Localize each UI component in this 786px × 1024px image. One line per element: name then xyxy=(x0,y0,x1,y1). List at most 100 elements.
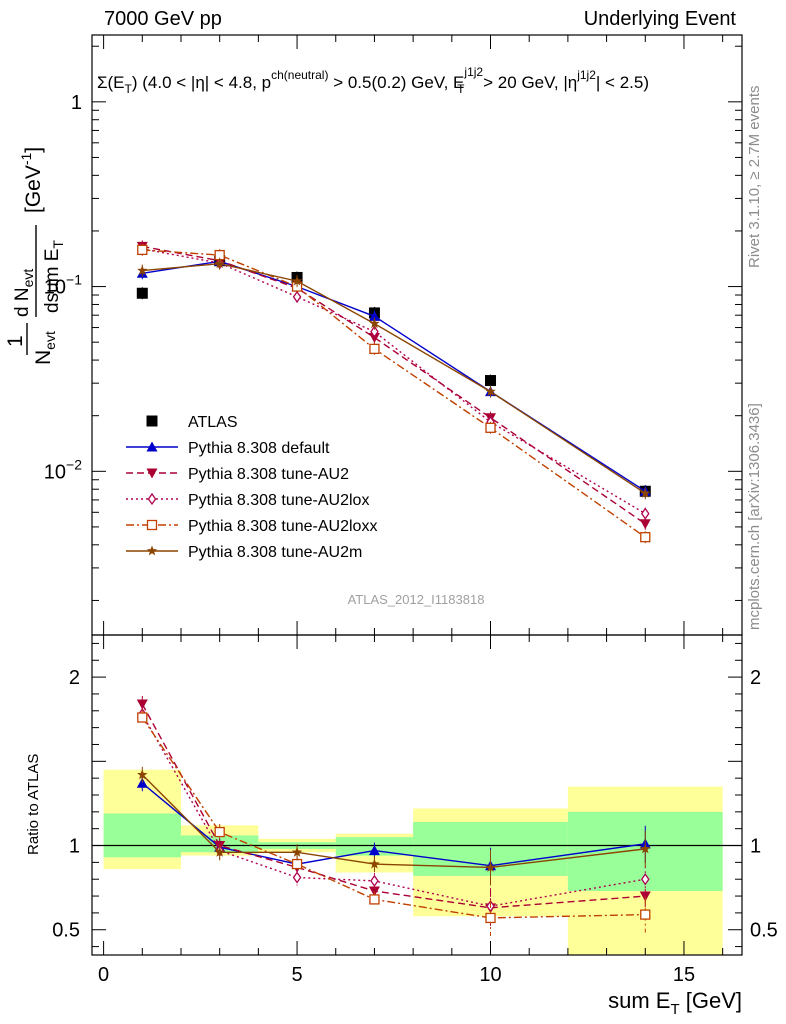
main-series-point xyxy=(292,290,302,303)
legend-label-3: Pythia 8.308 tune-AU2lox xyxy=(188,492,369,509)
svg-text:Nevt: Nevt xyxy=(32,331,58,365)
ratio-y-axis-label: Ratio to ATLAS xyxy=(25,754,42,855)
legend-marker-2 xyxy=(146,468,158,479)
ratio-y-tick-label-left-2: 2 xyxy=(69,667,80,689)
main-series-point xyxy=(291,275,303,286)
ratio-series-line-2 xyxy=(141,713,646,907)
ratio-panel-series xyxy=(136,696,651,936)
x-tick-label-0: 0 xyxy=(98,964,109,986)
ratio-series-line-0 xyxy=(141,782,646,867)
main-y-tick-label-1: 10−1 xyxy=(44,272,82,299)
legend-item-5: Pythia 8.308 tune-AU2m xyxy=(126,544,362,561)
legend-item-0: ATLAS xyxy=(146,414,238,431)
main-y-tick-label-0: 1 xyxy=(71,92,82,114)
legend-label-5: Pythia 8.308 tune-AU2m xyxy=(188,544,362,561)
legend-label-4: Pythia 8.308 tune-AU2loxx xyxy=(188,518,377,535)
ratio-series-line-1 xyxy=(141,703,646,909)
svg-text:d Nevt: d Nevt xyxy=(12,269,36,317)
main-series-point xyxy=(640,507,650,520)
legend-item-4: Pythia 8.308 tune-AU2loxx xyxy=(126,518,377,535)
ratio-series-point xyxy=(369,894,380,905)
ratio-series-line-3 xyxy=(141,717,646,919)
ratio-series-point xyxy=(485,861,496,872)
chart-title: Σ(ET) (4.0 < |η| < 4.8, pch(neutral) > 0… xyxy=(97,65,649,96)
main-series-point xyxy=(369,318,380,329)
ratio-series-3 xyxy=(137,709,651,936)
legend-marker-1 xyxy=(146,441,158,452)
main-series-point xyxy=(137,265,148,276)
svg-text:dsum ET: dsum ET xyxy=(42,240,66,313)
ratio-series-point xyxy=(291,846,303,857)
main-series-point xyxy=(485,386,496,397)
ratio-series-point xyxy=(137,769,148,780)
main-series-5 xyxy=(137,257,651,500)
main-series-point xyxy=(640,532,651,543)
ratio-y-tick-label-left-1: 1 xyxy=(69,836,80,858)
main-series-point xyxy=(368,310,380,321)
main-y-axis-label: 1 Nevt d Nevt dsum ET [GeV-1] xyxy=(4,147,66,365)
ratio-series-point xyxy=(368,845,380,856)
x-axis-label: sum ET [GeV] xyxy=(608,988,742,1018)
main-series-point xyxy=(137,244,148,256)
ratio-series-point xyxy=(136,699,148,710)
legend-marker-3 xyxy=(147,492,157,506)
ratio-series-point xyxy=(370,874,379,888)
ratio-y-tick-label-right-1: 1 xyxy=(750,836,761,858)
header-right: Underlying Event xyxy=(583,8,736,30)
main-series-point xyxy=(370,325,379,338)
main-series-point xyxy=(136,287,148,299)
svg-text:1: 1 xyxy=(4,335,27,347)
legend-marker-5 xyxy=(146,545,158,556)
main-series-point xyxy=(214,258,225,269)
ratio-series-line-4 xyxy=(141,774,646,869)
header-left: 7000 GeV pp xyxy=(104,8,222,30)
x-tick-label-2: 10 xyxy=(479,964,501,986)
main-series-point xyxy=(485,375,497,387)
main-series-point xyxy=(640,487,651,498)
ratio-series-point xyxy=(640,909,651,920)
legend: ATLAS Pythia 8.308 default Pythia 8.308 tu… xyxy=(126,414,377,561)
x-tick-label-3: 15 xyxy=(673,964,695,986)
ratio-y-tick-label-right-0: 0.5 xyxy=(750,920,778,942)
ratio-series-point xyxy=(640,843,651,854)
main-series-line-3 xyxy=(142,248,646,515)
ratio-panel-ticks: 0.5 0.5 1 1 2 2 0 5 10 15 xyxy=(52,635,778,986)
legend-item-2: Pythia 8.308 tune-AU2 xyxy=(126,466,349,483)
main-series-point xyxy=(368,333,380,344)
main-series-line-5 xyxy=(142,262,646,494)
main-series-0 xyxy=(136,254,651,498)
ratio-y-tick-label-right-2: 2 xyxy=(750,667,761,689)
main-series-1 xyxy=(136,255,651,498)
ratio-panel-frame xyxy=(91,634,743,956)
main-y-tick-label-2: 10−2 xyxy=(44,456,82,483)
analysis-watermark: ATLAS_2012_I1183818 xyxy=(348,592,485,607)
ratio-series-point xyxy=(291,858,303,870)
ratio-series-4 xyxy=(137,766,651,886)
ratio-series-point xyxy=(640,873,650,886)
ratio-series-point xyxy=(214,826,225,838)
legend-label-2: Pythia 8.308 tune-AU2 xyxy=(188,466,349,483)
legend-marker-0 xyxy=(146,415,158,427)
ratio-series-point xyxy=(214,846,225,857)
ratio-series-point xyxy=(485,912,496,924)
main-series-point xyxy=(369,343,380,355)
ratio-green-band-0 xyxy=(103,813,181,858)
main-panel-ticks: 1 10−1 10−2 xyxy=(44,35,742,635)
legend-item-1: Pythia 8.308 default xyxy=(126,440,330,457)
ratio-series-point xyxy=(292,871,302,884)
legend-item-3: Pythia 8.308 tune-AU2lox xyxy=(126,492,369,509)
svg-text:[GeV-1]: [GeV-1] xyxy=(18,147,45,213)
main-series-line-4 xyxy=(142,249,646,538)
legend-marker-4 xyxy=(146,519,158,531)
main-panel-series xyxy=(136,240,651,544)
ratio-series-point xyxy=(137,712,148,723)
main-series-point xyxy=(639,519,651,530)
x-tick-label-1: 5 xyxy=(291,964,302,986)
ratio-series-point xyxy=(369,858,380,869)
ratio-y-tick-label-left-0: 0.5 xyxy=(52,920,80,942)
legend-label-0: ATLAS xyxy=(188,414,238,431)
main-series-line-2 xyxy=(142,245,646,525)
legend-label-1: Pythia 8.308 default xyxy=(188,440,330,457)
main-series-point xyxy=(485,422,496,433)
